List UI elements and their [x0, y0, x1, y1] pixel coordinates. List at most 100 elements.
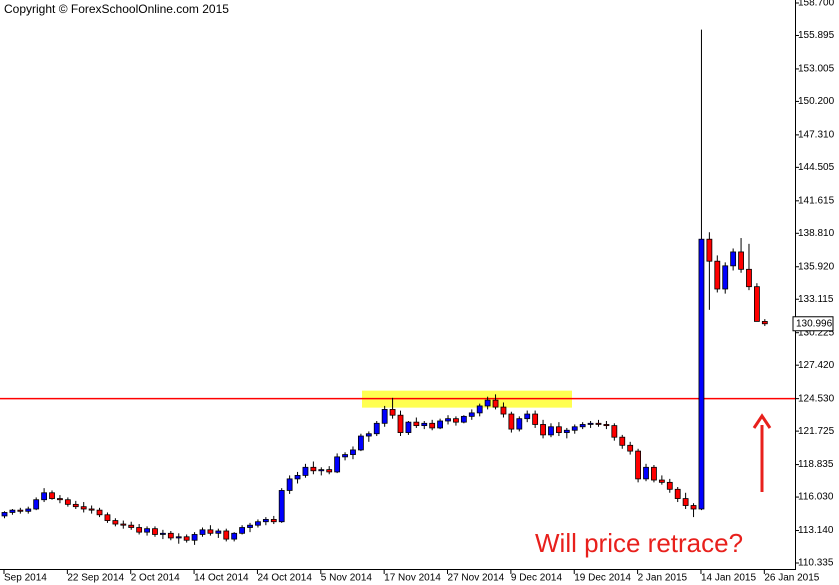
- candle-body: [159, 532, 166, 535]
- x-tick-label: 26 Jan 2015: [764, 573, 819, 584]
- candle-body: [199, 529, 206, 535]
- candle-body: [445, 418, 451, 422]
- last-price-box: [792, 316, 834, 332]
- candle-body: [579, 424, 586, 428]
- candle-body: [191, 534, 198, 541]
- annotation: Will price retrace?: [535, 528, 743, 558]
- candle-body: [516, 418, 523, 430]
- x-tick-label: 14 Jan 2015: [701, 573, 756, 584]
- candle-body: [215, 530, 222, 534]
- candle-body: [33, 499, 40, 510]
- candle-body: [80, 506, 87, 510]
- x-tick-label: 9 Dec 2014: [511, 573, 563, 584]
- candle-body: [619, 436, 626, 446]
- arrow-head: [752, 413, 772, 429]
- x-tick-label: 14 Oct 2014: [194, 573, 249, 584]
- candle-body: [658, 479, 665, 483]
- candle-body: [563, 429, 570, 433]
- last-price-label: 130.996: [796, 318, 833, 329]
- candle-body: [500, 406, 507, 415]
- candle-body: [524, 413, 531, 420]
- y-tick-label: 116.030: [798, 492, 834, 503]
- candle-body: [17, 509, 24, 512]
- candle-body: [373, 422, 380, 435]
- candle-body: [286, 478, 293, 491]
- candle-body: [310, 466, 317, 472]
- y-tick-label: 124.530: [798, 393, 835, 404]
- x-tick-label: 27 Nov 2014: [448, 573, 505, 584]
- y-tick-label: 118.835: [798, 459, 834, 470]
- candle-body: [627, 444, 634, 452]
- candle-body: [72, 503, 79, 508]
- candle-body: [120, 523, 127, 526]
- candle-body: [247, 524, 253, 528]
- candle-body: [595, 422, 602, 425]
- x-tick-label: 22 Sep 2014: [67, 573, 124, 584]
- candle-body: [112, 520, 119, 525]
- candle-body: [231, 532, 238, 540]
- candle-body: [746, 268, 752, 288]
- candle-body: [682, 498, 689, 506]
- candle-body: [357, 435, 364, 451]
- candle-body: [666, 481, 673, 490]
- candle-body: [698, 238, 705, 510]
- candle-body: [175, 536, 182, 539]
- x-tick-label: 2 Jan 2015: [638, 573, 688, 584]
- y-tick-label: 130.225: [798, 327, 835, 338]
- x-tick-label: 24 Oct 2014: [257, 573, 312, 584]
- y-tick-label: 138.810: [798, 228, 835, 239]
- candle-body: [651, 466, 657, 481]
- y-tick-label: 121.725: [798, 426, 835, 437]
- y-tick-label: 158.700: [798, 0, 835, 9]
- candle-body: [532, 413, 539, 425]
- candle-body: [183, 536, 190, 541]
- candle-body: [453, 418, 459, 423]
- y-tick-label: 155.895: [798, 30, 835, 41]
- x-tick-label: 19 Dec 2014: [574, 573, 631, 584]
- candle-body: [635, 450, 641, 480]
- y-tick-label: 135.920: [798, 261, 835, 272]
- candle-body: [722, 265, 729, 290]
- candle-body: [136, 527, 143, 533]
- y-tick-label: 147.310: [798, 130, 835, 141]
- candle-body: [49, 492, 55, 499]
- candle-body: [730, 251, 737, 267]
- candle-body: [611, 425, 618, 438]
- candle-body: [437, 420, 444, 429]
- candle-body: [413, 421, 420, 427]
- candle-body: [239, 527, 246, 534]
- y-tick-label: 113.140: [798, 525, 834, 536]
- candle-body: [738, 251, 744, 270]
- candle-body: [326, 469, 333, 473]
- y-tick-label: 141.615: [798, 195, 835, 206]
- candle-body: [421, 422, 428, 427]
- candle-body: [571, 426, 578, 431]
- candle-body: [674, 488, 681, 499]
- candle-body: [714, 260, 721, 290]
- candle-body: [278, 490, 285, 523]
- candle-body: [540, 424, 546, 436]
- x-tick-label: 17 Nov 2014: [384, 573, 441, 584]
- candle-body: [381, 409, 388, 424]
- candle-body: [587, 422, 594, 425]
- candle-body: [144, 528, 150, 533]
- chart-title: Copyright © ForexSchoolOnline.com 2015: [4, 2, 229, 16]
- candle-body: [706, 238, 713, 262]
- candle-body: [365, 433, 372, 437]
- x-tick-label: Sep 2014: [4, 573, 47, 584]
- y-tick-label: 127.420: [798, 360, 835, 371]
- candle-body: [41, 492, 47, 501]
- candle-body: [64, 499, 71, 505]
- candle-body: [96, 509, 103, 516]
- y-tick-label: 153.005: [798, 64, 835, 75]
- candle-body: [128, 524, 135, 528]
- candle-body: [389, 409, 396, 416]
- candle-body: [294, 475, 301, 480]
- candle-body: [761, 321, 768, 325]
- y-tick-label: 133.115: [798, 294, 834, 305]
- candle-body: [468, 412, 475, 417]
- candle-body: [476, 405, 483, 414]
